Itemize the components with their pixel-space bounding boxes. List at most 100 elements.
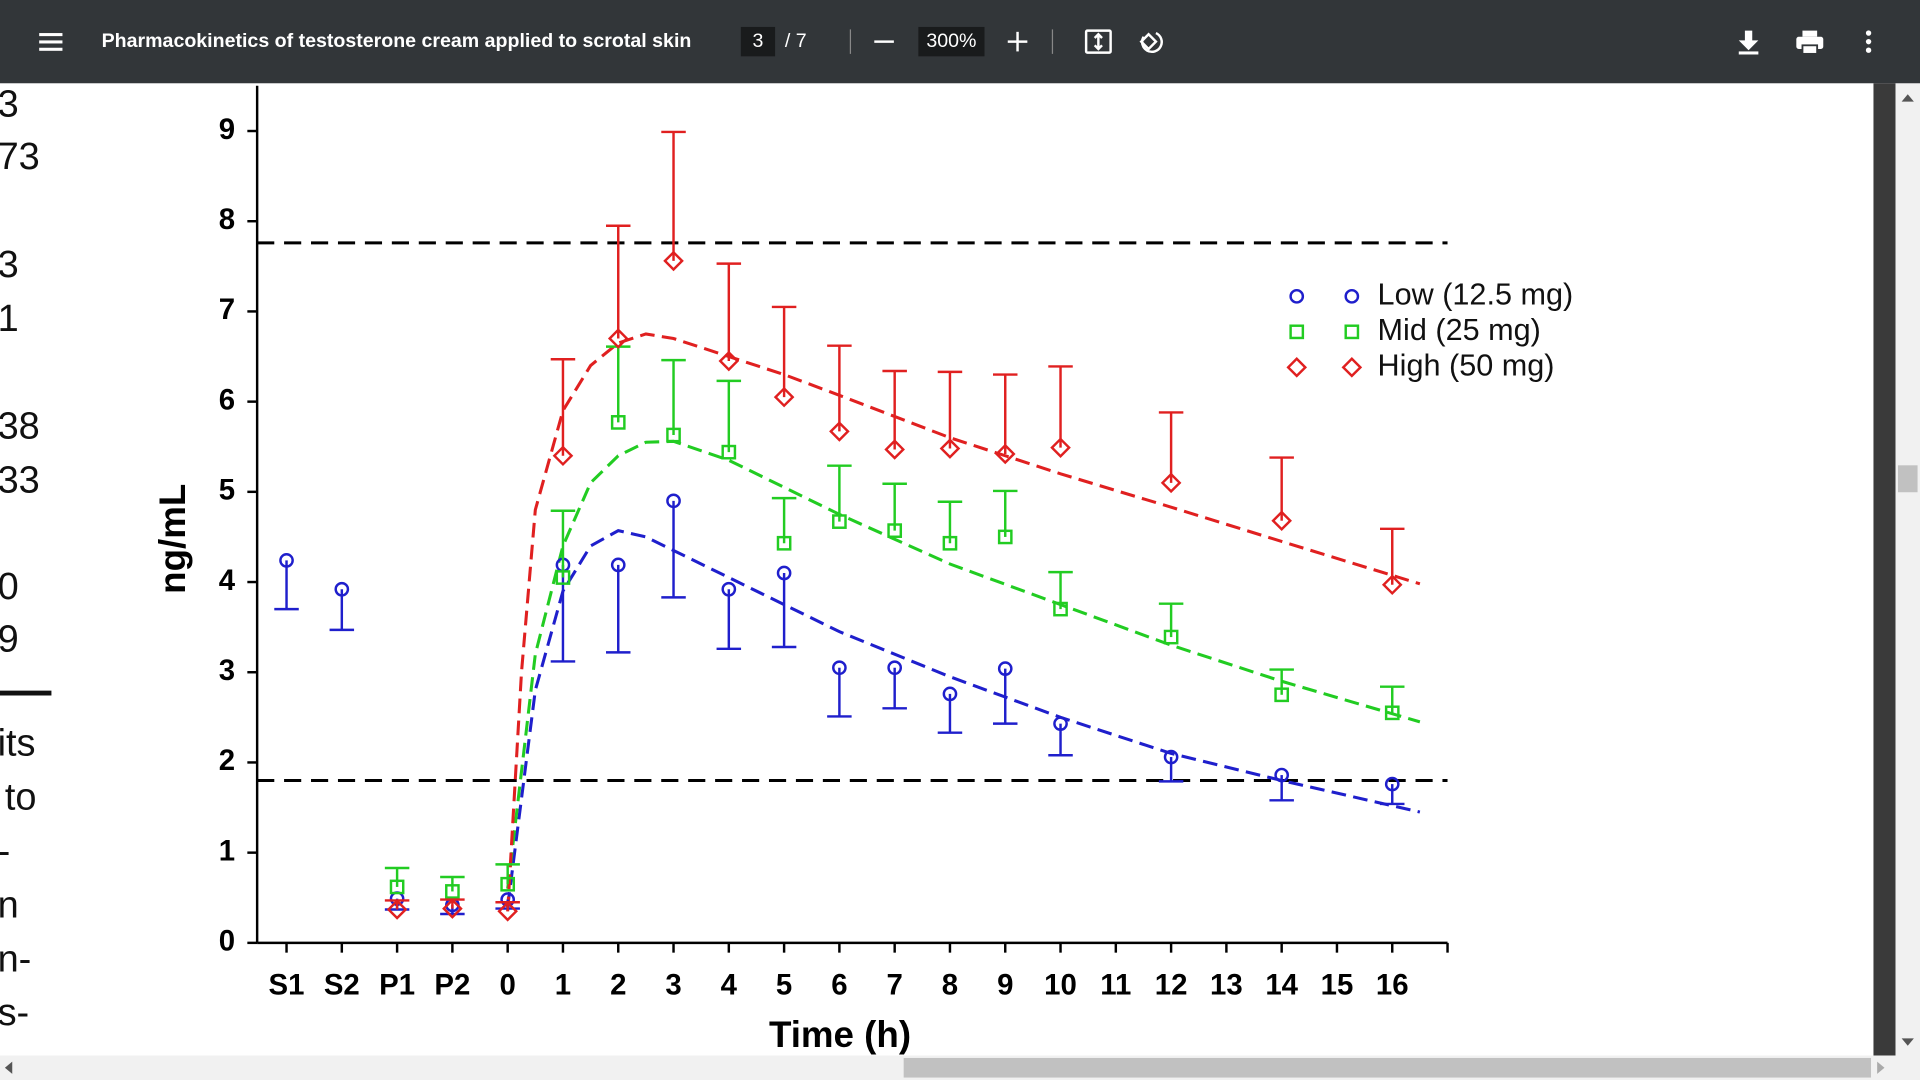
left-text: 3 73 3 1 38 33 0 9 its to - n n-s- <box>0 84 40 1035</box>
data-point <box>386 899 408 920</box>
body-text: 3 <box>0 244 19 286</box>
scroll-right[interactable] <box>1877 1061 1885 1074</box>
x-tick-label: P1 <box>379 969 415 1002</box>
zoom-in[interactable] <box>1007 31 1028 52</box>
data-point <box>776 565 792 581</box>
x-tick-label: 10 <box>1044 969 1077 1002</box>
menu-button[interactable] <box>39 33 63 51</box>
rotate[interactable] <box>1139 31 1163 53</box>
zoom-input[interactable] <box>918 26 985 57</box>
data-point <box>497 900 518 922</box>
data-point <box>884 439 905 460</box>
data-point <box>1053 601 1068 617</box>
data-point <box>1050 437 1071 458</box>
data-point <box>389 879 405 895</box>
legend-label: Low (12.5 mg) <box>1378 277 1574 311</box>
data-point <box>666 493 681 509</box>
scroll-up[interactable] <box>1901 94 1914 102</box>
data-point <box>1274 767 1290 783</box>
body-text: n- <box>0 938 31 980</box>
zoom-level[interactable]: 300% <box>926 30 976 52</box>
viewer-edge <box>1873 83 1896 1056</box>
x-tick-label: 14 <box>1265 969 1298 1002</box>
data-point <box>1163 629 1179 645</box>
y-tick-label: 0 <box>219 925 235 958</box>
separator <box>849 29 852 54</box>
body-text: s- <box>0 992 29 1034</box>
vertical-scroll-thumb[interactable] <box>1897 465 1918 493</box>
body-text: - <box>0 831 10 873</box>
data-point <box>721 581 737 597</box>
x-tick-label: P2 <box>434 969 470 1002</box>
x-tick-label: 12 <box>1155 969 1188 1002</box>
more-actions[interactable] <box>1865 30 1872 53</box>
fit-curve <box>506 529 1421 907</box>
data-point <box>832 514 847 529</box>
x-tick-label: 16 <box>1376 969 1409 1002</box>
x-tick-label: 0 <box>500 969 516 1002</box>
data-point <box>607 328 629 349</box>
data-point <box>939 438 961 459</box>
data-point <box>832 660 847 676</box>
y-tick-label: 8 <box>219 203 235 236</box>
data-point <box>442 898 463 919</box>
separator <box>1051 29 1054 54</box>
data-point <box>773 386 795 408</box>
horizontal-scroll-thumb[interactable] <box>903 1057 1872 1078</box>
data-point <box>445 884 460 899</box>
body-text: 33 <box>0 459 40 501</box>
y-tick-label: 2 <box>219 744 235 777</box>
page-total: / 7 <box>785 30 807 52</box>
data-point <box>994 443 1016 465</box>
data-point <box>1384 776 1400 792</box>
scroll-down[interactable] <box>1901 1038 1914 1046</box>
legend-marker <box>1286 357 1308 378</box>
data-point <box>334 581 350 597</box>
y-tick-label: 9 <box>219 113 235 146</box>
x-tick-label: S1 <box>269 969 305 1002</box>
print[interactable] <box>1796 30 1824 55</box>
page-input[interactable] <box>740 26 776 57</box>
y-tick-label: 6 <box>219 383 235 416</box>
legend-label: High (50 mg) <box>1378 348 1555 382</box>
data-point <box>1271 510 1292 532</box>
y-tick-label: 5 <box>219 474 235 507</box>
body-text: its <box>0 723 35 765</box>
data-point <box>1160 472 1182 494</box>
page-number[interactable]: 3 <box>753 30 764 52</box>
x-axis-label: Time (h) <box>769 1014 911 1055</box>
scroll-left[interactable] <box>4 1061 13 1074</box>
y-axis-label: ng/mL <box>152 484 193 594</box>
data-point <box>663 250 684 272</box>
data-point <box>1381 574 1403 596</box>
data-point <box>1274 687 1290 703</box>
data-point <box>887 660 903 676</box>
vertical-scrollbar[interactable] <box>1895 83 1920 1080</box>
download[interactable] <box>1738 30 1759 55</box>
data-point <box>279 553 294 568</box>
body-text: 73 <box>0 136 40 178</box>
x-tick-label: 15 <box>1321 969 1354 1002</box>
body-text: 1 <box>0 298 19 340</box>
data-point <box>610 557 626 573</box>
y-tick-label: 7 <box>219 293 235 326</box>
data-point <box>718 350 740 372</box>
document-title: Pharmacokinetics of testosterone cream a… <box>102 30 692 52</box>
body-text: 9 <box>0 619 19 661</box>
x-tick-label: 2 <box>610 969 626 1002</box>
legend-marker <box>1289 288 1305 304</box>
body-text: 38 <box>0 406 40 448</box>
data-point <box>666 427 681 443</box>
fit-page[interactable] <box>1084 29 1112 54</box>
zoom-out[interactable] <box>874 40 894 43</box>
body-text: n <box>0 884 19 926</box>
data-point <box>1163 749 1179 765</box>
y-tick-label: 1 <box>219 834 235 867</box>
x-tick-label: 11 <box>1100 969 1131 1002</box>
data-point <box>1384 705 1400 721</box>
x-tick-label: 5 <box>776 969 792 1002</box>
